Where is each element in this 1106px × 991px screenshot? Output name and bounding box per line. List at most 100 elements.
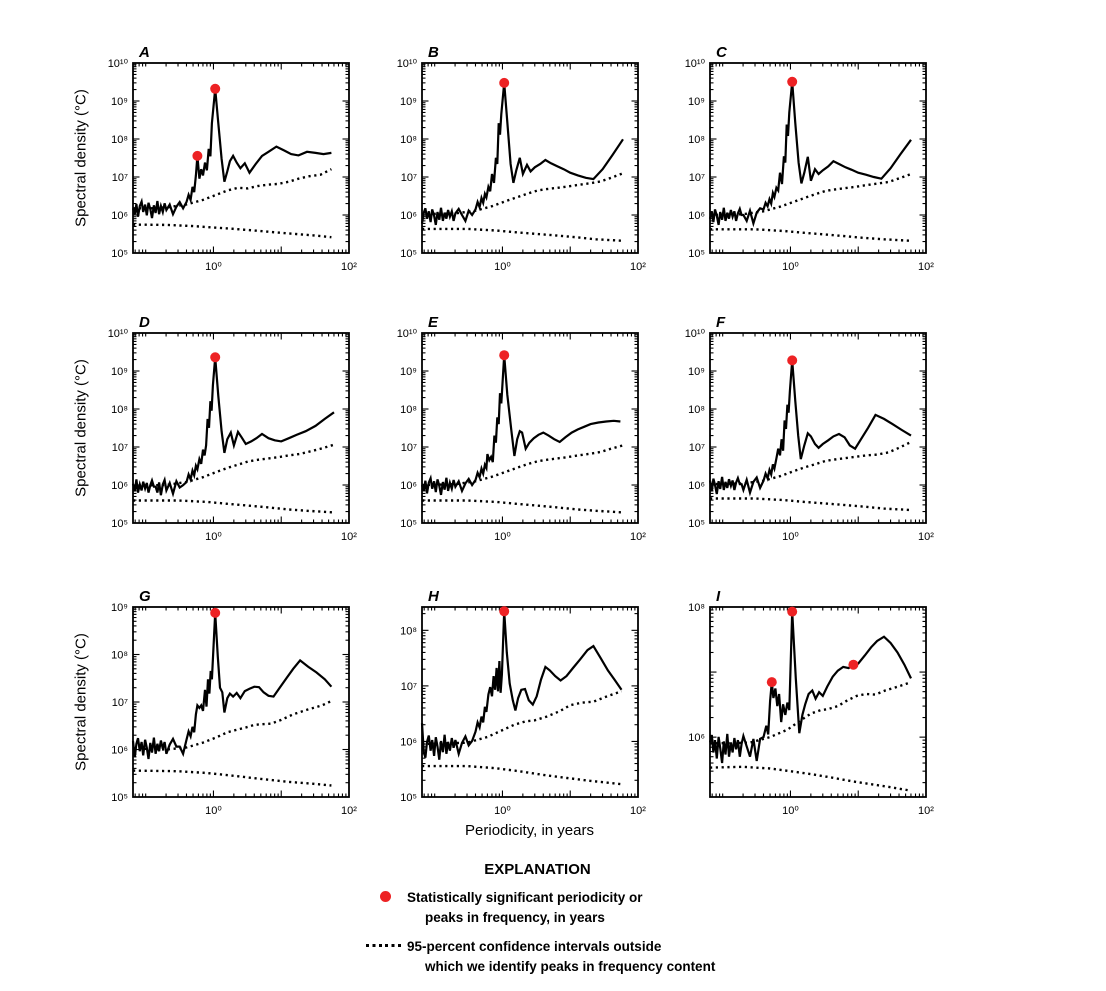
subplot-H: H 10⁵ 10⁶ 10⁷ 10⁸ 10⁰ 10²: [400, 588, 646, 817]
ci-lower-path: [132, 223, 332, 239]
y-tick-label: 10⁵: [400, 792, 417, 804]
x-tick-label: 10⁰: [782, 261, 799, 273]
significant-peak-dot: [848, 659, 859, 670]
plot-box: [709, 332, 927, 524]
y-tick-label: 10⁹: [111, 366, 128, 378]
y-tick-label: 10⁶: [400, 480, 417, 492]
legend-item2-line1: 95-percent confidence intervals outside: [407, 939, 662, 954]
ci-lower-path: [422, 227, 624, 242]
x-tick-label: 10²: [341, 261, 357, 273]
spectral-plots-svg: A 10⁵ 10⁶ 10⁷ 10⁸ 10⁹ 10¹⁰ 10⁰ 10² B 10⁵ 10⁶ 10⁷ 10⁸ 1…: [108, 44, 935, 817]
y-tick-label: 10¹⁰: [397, 58, 418, 70]
y-tick-label: 10⁷: [401, 172, 417, 184]
legend-item2-line2: which we identify peaks in frequency con…: [425, 959, 716, 974]
significant-peak-dot: [499, 350, 510, 361]
y-tick-label: 10⁵: [688, 248, 705, 260]
panel-label: C: [716, 44, 728, 61]
x-tick-label: 10²: [630, 531, 646, 543]
y-tick-label: 10¹⁰: [397, 328, 418, 340]
plot-box: [132, 332, 350, 524]
y-tick-label: 10⁸: [111, 134, 128, 146]
x-tick-label: 10²: [341, 805, 357, 817]
ci-lower-path: [710, 497, 912, 512]
x-tick-label: 10⁰: [205, 805, 222, 817]
y-tick-label: 10⁶: [111, 210, 128, 222]
ci-lower-path: [709, 765, 912, 792]
significant-peak-dot: [192, 150, 203, 161]
panel-label: H: [428, 588, 440, 605]
y-axis-label-row1: Spectral density (°C): [72, 89, 90, 227]
y-tick-label: 10⁵: [111, 518, 128, 530]
ci-upper-path: [132, 699, 332, 751]
y-tick-label: 10¹⁰: [685, 58, 706, 70]
y-tick-label: 10⁷: [112, 172, 128, 184]
significant-peak-dot: [766, 677, 777, 688]
y-tick-label: 10⁹: [111, 96, 128, 108]
y-tick-label: 10⁷: [689, 442, 705, 454]
y-tick-label: 10⁷: [689, 172, 705, 184]
x-tick-label: 10⁰: [494, 261, 511, 273]
subplot-I: I 10⁶ 10⁸ 10⁰ 10²: [688, 588, 934, 817]
ci-upper-path: [421, 444, 624, 487]
y-tick-label: 10⁶: [400, 210, 417, 222]
legend-item-significant-peaks: Statistically significant periodicity or…: [407, 888, 643, 928]
y-tick-label: 10⁸: [400, 625, 417, 637]
main-series-path: [420, 82, 624, 226]
y-tick-label: 10⁸: [688, 404, 705, 416]
y-tick-label: 10⁷: [401, 681, 417, 693]
significant-peak-legend-icon: [380, 891, 391, 902]
y-tick-label: 10⁹: [111, 602, 128, 614]
significant-peak-dot: [787, 606, 798, 617]
y-axis-label-row2: Spectral density (°C): [72, 359, 90, 497]
x-tick-label: 10⁰: [782, 805, 799, 817]
significant-peak-dot: [499, 77, 510, 88]
y-tick-label: 10⁸: [111, 404, 128, 416]
ci-upper-path: [421, 172, 624, 216]
plot-box: [132, 62, 350, 254]
x-tick-label: 10⁰: [205, 531, 222, 543]
x-tick-label: 10²: [918, 805, 934, 817]
panel-label: F: [716, 314, 726, 331]
main-series-path: [708, 360, 912, 497]
x-tick-label: 10⁰: [782, 531, 799, 543]
plot-box: [421, 62, 639, 254]
panel-label: I: [716, 588, 721, 605]
significant-peak-dot: [210, 352, 221, 363]
main-series-path: [420, 611, 623, 760]
x-tick-label: 10²: [341, 531, 357, 543]
subplot-C: C 10⁵ 10⁶ 10⁷ 10⁸ 10⁹ 10¹⁰ 10⁰ 10²: [685, 44, 935, 273]
y-tick-label: 10¹⁰: [108, 58, 129, 70]
y-tick-label: 10⁶: [688, 732, 705, 744]
plot-box: [709, 606, 927, 798]
confidence-interval-legend-icon: [366, 944, 403, 947]
ci-lower-path: [133, 499, 335, 514]
ci-upper-path: [709, 172, 912, 217]
y-tick-label: 10¹⁰: [685, 328, 706, 340]
y-tick-label: 10⁶: [111, 480, 128, 492]
main-series-path: [420, 355, 621, 496]
ci-lower-path: [132, 769, 332, 787]
y-tick-label: 10⁶: [400, 736, 417, 748]
legend-item1-line1: Statistically significant periodicity or: [407, 890, 643, 905]
significant-peak-dot: [787, 355, 798, 366]
ci-lower-path: [710, 228, 912, 242]
x-tick-label: 10²: [918, 531, 934, 543]
y-tick-label: 10⁹: [688, 366, 705, 378]
y-axis-label-row3: Spectral density (°C): [72, 633, 90, 771]
subplot-D: D 10⁵ 10⁶ 10⁷ 10⁸ 10⁹ 10¹⁰ 10⁰ 10²: [108, 314, 358, 543]
y-tick-label: 10⁵: [111, 792, 128, 804]
y-tick-label: 10¹⁰: [108, 328, 129, 340]
y-tick-label: 10⁶: [111, 745, 128, 757]
ci-lower-path: [422, 764, 622, 786]
subplot-B: B 10⁵ 10⁶ 10⁷ 10⁸ 10⁹ 10¹⁰ 10⁰ 10²: [397, 44, 647, 273]
y-tick-label: 10⁷: [112, 697, 128, 709]
y-tick-label: 10⁵: [400, 248, 417, 260]
ci-upper-path: [421, 690, 622, 746]
y-tick-label: 10⁹: [688, 96, 705, 108]
plot-box: [421, 606, 639, 798]
x-tick-label: 10⁰: [494, 531, 511, 543]
plot-box: [421, 332, 639, 524]
y-tick-label: 10⁹: [400, 366, 417, 378]
y-tick-label: 10⁵: [400, 518, 417, 530]
significant-peak-dot: [499, 606, 510, 617]
